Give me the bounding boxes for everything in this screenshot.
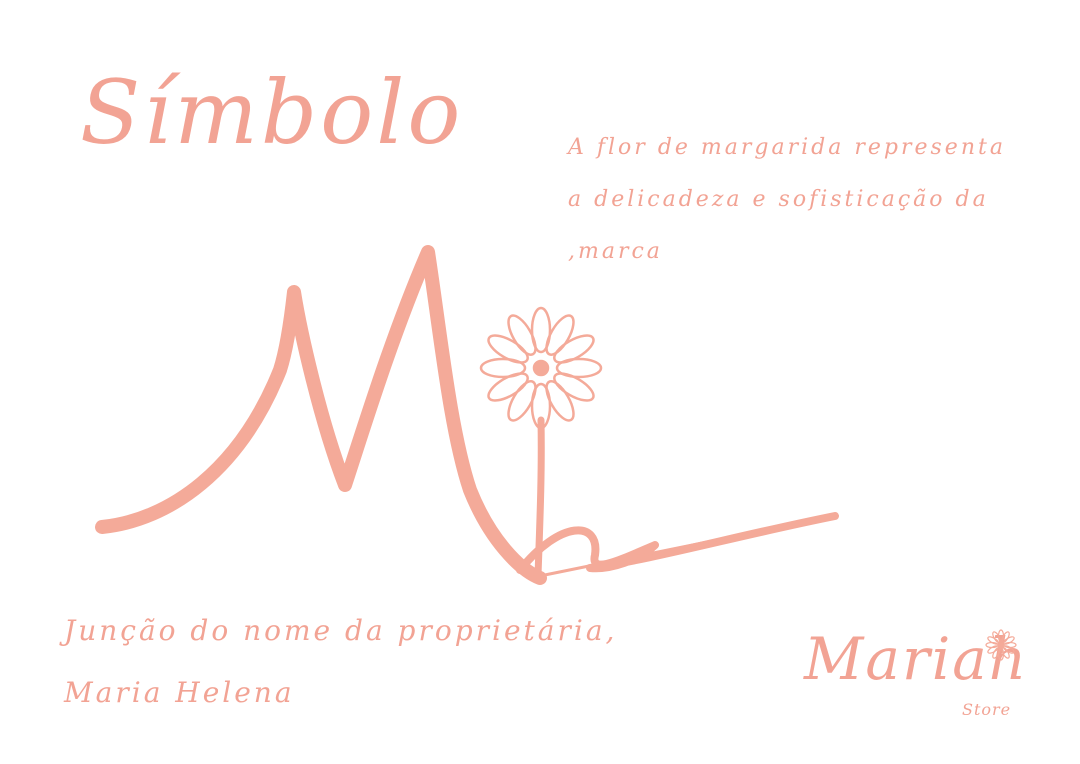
page-title: Símbolo [80,61,464,164]
description-line-2: a delicadeza e sofisticação da [568,187,989,212]
m-letter-thin [290,288,349,489]
baseline-swoosh [528,514,837,580]
description-line-3: ,marca [568,239,663,264]
flower-stem [534,416,545,579]
logo-subtitle: Store [962,700,1012,719]
logo-daisy-icon [985,629,1017,661]
h-letter-stroke [516,512,839,574]
caption-line-1: Junção do nome da proprietária, [64,614,618,647]
description-line-1: A flor de margarida representa [568,135,1006,160]
symbol-description: A flor de margarida representa a delicad… [568,122,1058,278]
symbol-caption: Junção do nome da proprietária, Maria He… [64,600,617,724]
caption-line-2: Maria Helena [64,676,295,709]
daisy-icon [479,306,603,430]
